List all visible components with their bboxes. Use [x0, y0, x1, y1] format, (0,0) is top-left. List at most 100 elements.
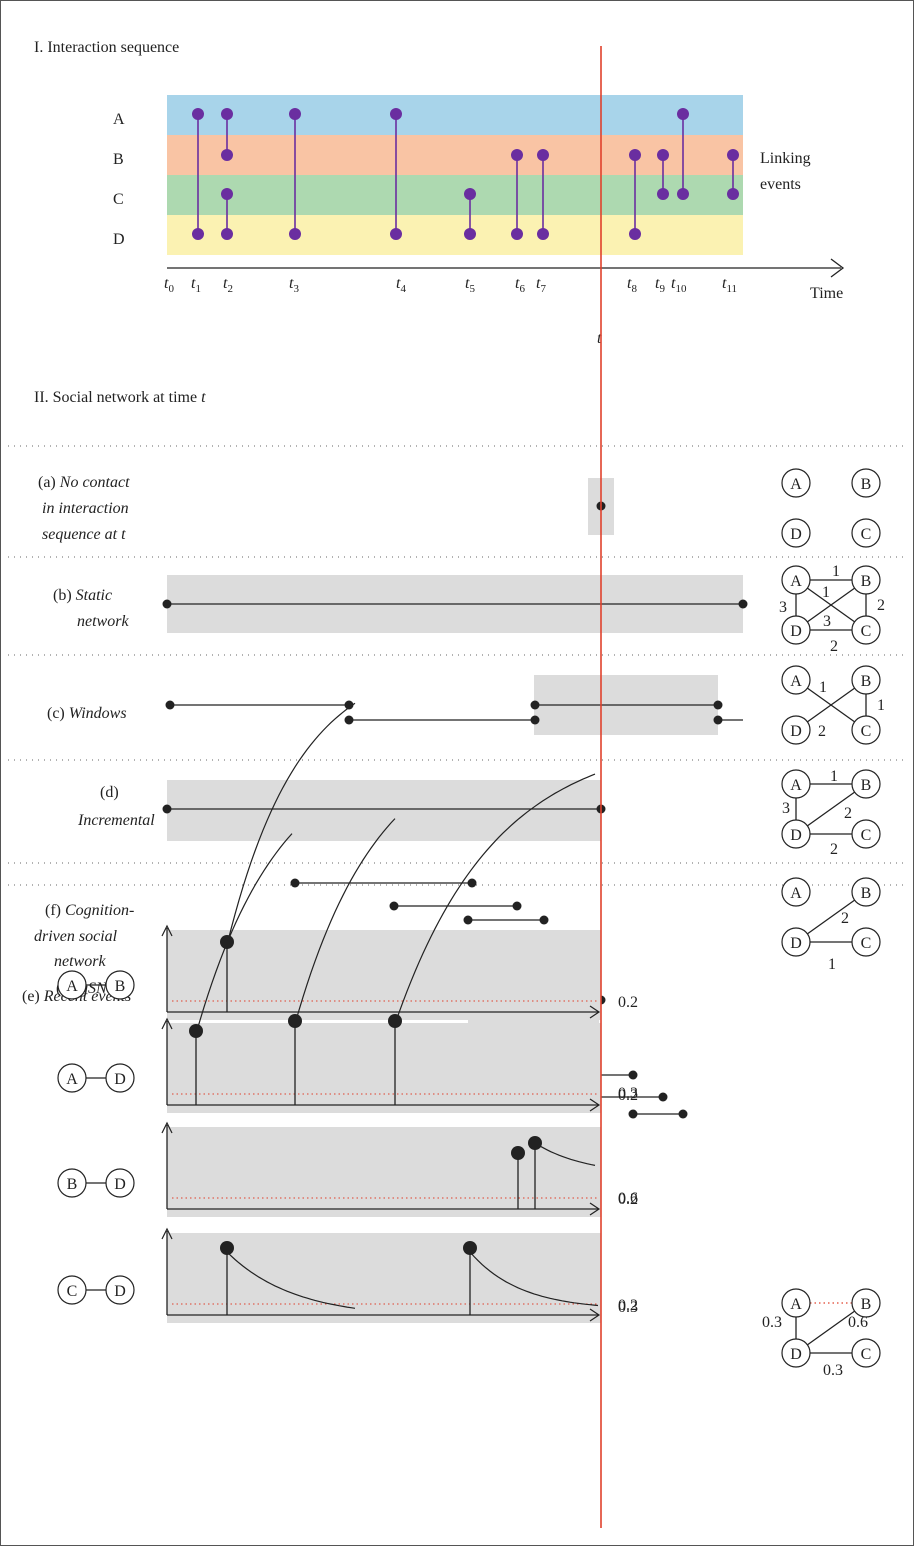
graph-e-node-b — [851, 877, 881, 907]
cogsnet-curve-2-0 — [534, 1142, 596, 1166]
band-a — [167, 95, 743, 135]
graph-d-label-c: C — [861, 827, 872, 844]
window-1-start — [165, 700, 175, 710]
graph-c-node-d — [781, 715, 811, 745]
graph-b-node-a — [781, 565, 811, 595]
cogsnet-value-1: 0.3 — [618, 1085, 638, 1102]
graph-e-node-c — [851, 927, 881, 957]
cogsnet-yarrow-3 — [161, 1227, 173, 1240]
time-axis-arrow — [830, 258, 845, 278]
cogsnet-event-2-1 — [528, 1136, 542, 1150]
cogsnet-window-0 — [167, 930, 601, 1020]
tick-label-8: t8 — [627, 275, 637, 295]
graph-f-weight-bd: 0.6 — [848, 1314, 868, 1331]
time-axis-label: Time — [810, 285, 843, 302]
graph-d-weight-dc: 2 — [830, 841, 838, 858]
graph-a-node-c — [851, 518, 881, 548]
event-dot-6-d — [511, 228, 523, 240]
tick-label-3: t3 — [289, 275, 299, 295]
band-d — [167, 215, 743, 255]
graph-a-label-d: D — [790, 526, 802, 543]
graph-f-label-d: D — [790, 1346, 802, 1363]
graph-d-weight-ad: 3 — [782, 800, 790, 817]
graph-a-node-a — [781, 468, 811, 498]
cogsnet-window-1 — [167, 1023, 601, 1113]
tick-label-5: t5 — [465, 275, 475, 295]
event-dot-11-b — [727, 149, 739, 161]
event-dot-7-d — [537, 228, 549, 240]
recent-range-6-end — [678, 1109, 688, 1119]
pair-node-label-b-0: B — [115, 978, 126, 995]
network-graph-d: 1 3 2 2 A B C D — [781, 768, 881, 858]
event-dot-8-d — [629, 228, 641, 240]
graph-a-node-d — [781, 518, 811, 548]
pair-node-label-d-2: D — [114, 1176, 126, 1193]
graph-a-label-a: A — [790, 476, 802, 493]
graph-f-label-b: B — [861, 1296, 872, 1313]
event-dot-1-b — [221, 149, 233, 161]
graph-b-node-b — [851, 565, 881, 595]
pair-node-a-1 — [57, 1063, 87, 1093]
cogsnet-curve-0-0 — [226, 702, 356, 946]
section-1-title: I. Interaction sequence — [34, 39, 179, 56]
cogsnet-yarrow-1 — [161, 1017, 173, 1030]
pair-node-b-0 — [105, 970, 135, 1000]
pair-node-d-2 — [105, 1168, 135, 1198]
graph-f-weight-dc: 0.3 — [823, 1362, 843, 1379]
cogsnet-curve-1-0 — [195, 833, 293, 1035]
cogsnet-threshold-label-3: 0.2 — [618, 1297, 638, 1314]
cogsnet-threshold-label-0: 0.2 — [618, 994, 638, 1011]
section-2-title: II. Social network at time t — [34, 389, 206, 406]
event-dot-9-b — [657, 149, 669, 161]
graph-c-node-c — [851, 715, 881, 745]
graph-c-label-a: A — [790, 673, 802, 690]
method-c-label: (c) Windows — [47, 705, 127, 722]
window-3-start — [530, 700, 540, 710]
linking-label-line2: events — [760, 176, 801, 193]
linking-events — [192, 108, 739, 240]
event-dot-5-d — [464, 228, 476, 240]
graph-d-label-d: D — [790, 827, 802, 844]
graph-d-node-b — [851, 769, 881, 799]
cogsnet-xarrow-3 — [589, 1308, 601, 1322]
graph-a-label-c: C — [861, 526, 872, 543]
graph-b-label-d: D — [790, 623, 802, 640]
graph-b-weight-ad: 3 — [779, 599, 787, 616]
recent-range-6-start — [628, 1109, 638, 1119]
event-dot-5-c — [464, 188, 476, 200]
recent-range-0-end — [467, 878, 477, 888]
network-graph-e: 2 1 A B C D — [781, 877, 881, 973]
method-a-label: (a) No contact in interaction sequence a… — [38, 474, 134, 543]
cogsnet-event-1-2 — [388, 1014, 402, 1028]
graph-e-node-a — [781, 877, 811, 907]
cogsnet-value-3: 0.3 — [618, 1299, 638, 1316]
recent-range-4-end — [628, 1070, 638, 1080]
graph-e-label-b: B — [861, 885, 872, 902]
pair-node-label-d-1: D — [114, 1071, 126, 1088]
graph-d-weight-ab: 1 — [830, 768, 838, 785]
graph-f-label-a: A — [790, 1296, 802, 1313]
cogsnet-curve-3-0 — [226, 1251, 356, 1309]
event-dot-3-a — [289, 108, 301, 120]
event-dot-1-a — [221, 108, 233, 120]
recent-range-0-start — [290, 878, 300, 888]
band-c — [167, 175, 743, 215]
cogsnet-threshold-label-2: 0.2 — [618, 1191, 638, 1208]
tick-label-9: t9 — [655, 275, 665, 295]
graph-c-weight-bd: 2 — [818, 723, 826, 740]
graph-d-weight-bd: 2 — [844, 805, 852, 822]
graph-b-weight-ab: 1 — [832, 563, 840, 580]
network-graph-a: A B C D — [781, 468, 881, 548]
pair-node-c-3 — [57, 1275, 87, 1305]
row-label-c: C — [113, 191, 124, 208]
cogsnet-event-1-0 — [189, 1024, 203, 1038]
cogsnet-curve-3-1 — [469, 1251, 599, 1307]
cogsnet-plot-0: 0.2 A B — [57, 702, 638, 1020]
event-dot-0-d — [192, 228, 204, 240]
pair-node-d-3 — [105, 1275, 135, 1305]
graph-e-weight-dc: 1 — [828, 956, 836, 973]
cogsnet-xarrow-1 — [589, 1098, 601, 1112]
graph-f-node-a — [781, 1288, 811, 1318]
